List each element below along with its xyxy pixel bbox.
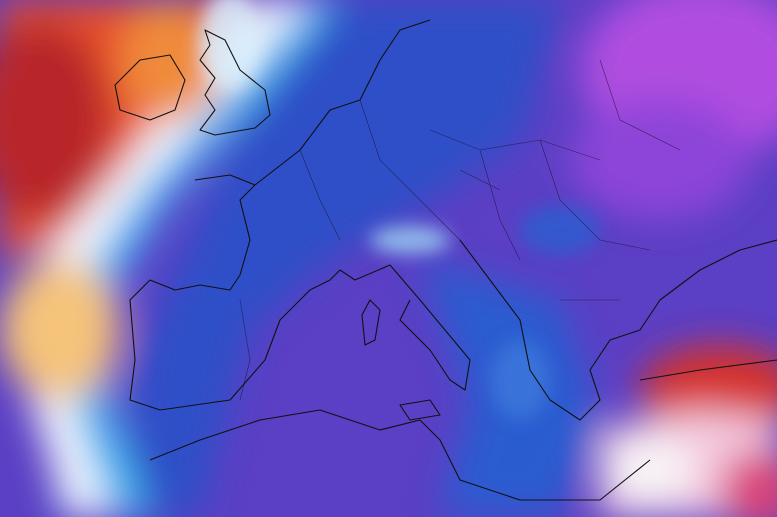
islands — [361, 299, 441, 421]
balkans — [459, 239, 661, 421]
country-borders — [239, 59, 681, 401]
britain — [199, 29, 271, 136]
africa-coast — [149, 409, 651, 501]
borders — [239, 59, 681, 401]
iberia-italy — [129, 174, 471, 411]
turkey-coast — [639, 239, 777, 381]
ireland — [114, 54, 186, 121]
